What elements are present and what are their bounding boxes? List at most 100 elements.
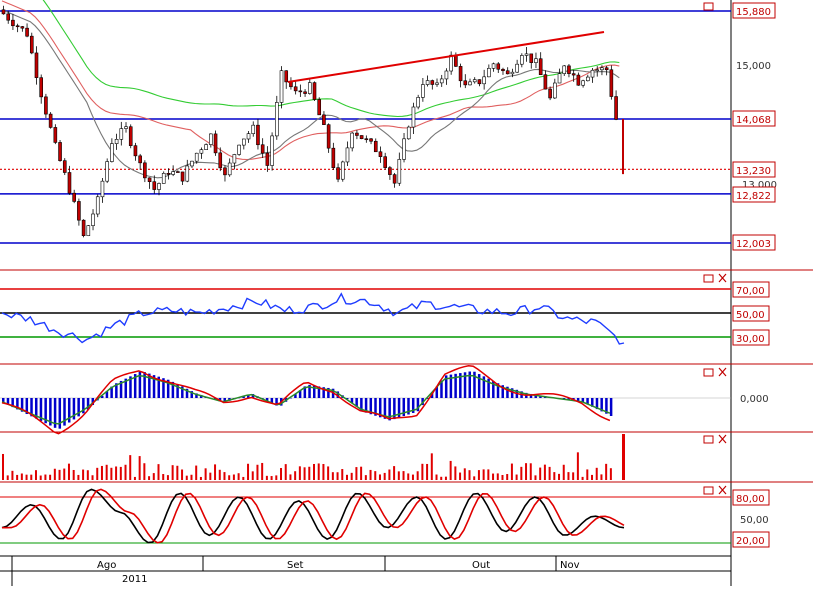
volume-bar (322, 463, 325, 480)
volume-bar (280, 468, 283, 480)
candle-body (392, 174, 397, 184)
rsi-label-box (732, 281, 770, 298)
candle-body (293, 86, 298, 92)
macd-bar (355, 398, 358, 407)
candle-body (110, 143, 114, 162)
macd-signal-line[interactable] (1, 374, 611, 425)
macd-bar (58, 398, 62, 429)
volume-bar (402, 471, 405, 480)
volume-bar (435, 474, 438, 480)
candle-body (124, 126, 128, 129)
volume-bar (82, 469, 85, 480)
macd-bar (91, 398, 95, 406)
macd-bar (124, 378, 128, 398)
candle-body (138, 155, 142, 164)
candle-body (86, 225, 91, 237)
macd-bar (298, 390, 302, 398)
candle-body (15, 25, 20, 28)
macd-bar (576, 398, 580, 402)
macd-bar (586, 398, 589, 405)
stochastic-d-line[interactable] (2, 488, 625, 544)
rsi-label-70: 70,00 (736, 286, 765, 297)
macd-bar (223, 398, 226, 403)
volume-bar (176, 465, 179, 480)
rsi-panel (0, 288, 731, 345)
candle-body (496, 63, 501, 70)
candle-body (350, 132, 354, 149)
macd-bar (77, 398, 80, 417)
trend-line[interactable] (287, 31, 605, 83)
volume-bar (576, 452, 579, 480)
macd-bar (435, 386, 439, 398)
candle-body (166, 173, 171, 175)
candle-body (227, 162, 232, 176)
volume-bar (44, 474, 47, 480)
candle-body (58, 142, 62, 161)
volume-bar (591, 474, 594, 480)
volume-bar (411, 474, 414, 480)
stoch-label-box (732, 531, 770, 548)
macd-bar (247, 394, 250, 398)
volume-bar (369, 469, 372, 480)
rsi-line[interactable] (1, 292, 625, 345)
candle-body (567, 65, 571, 74)
volume-bar (473, 476, 476, 480)
candle-body (44, 96, 48, 115)
candle-body (256, 124, 260, 146)
volume-bar (251, 471, 254, 480)
close-icon (718, 434, 727, 444)
rsi-label-box (732, 305, 770, 322)
volume-bar (374, 471, 377, 480)
macd-bar (294, 394, 297, 398)
volume-bar (444, 476, 447, 480)
volume-bar (256, 464, 259, 480)
macd-bar (67, 398, 71, 423)
candle-body (586, 76, 590, 82)
macd-bar (327, 387, 330, 398)
macd-bar (487, 378, 490, 398)
macd-bar (110, 386, 113, 398)
volume-bar (34, 470, 37, 480)
macd-bar (378, 398, 382, 418)
candle-body (307, 82, 312, 94)
volume-bar-last (622, 434, 625, 480)
macd-bar (303, 386, 307, 398)
volume-bar (430, 453, 433, 480)
candle-body (67, 172, 72, 194)
stochastic-k-line[interactable] (1, 488, 625, 544)
volume-bar (39, 475, 42, 480)
volume-bar (16, 474, 19, 480)
candle-body (529, 53, 534, 63)
candle-body (260, 144, 265, 154)
volume-bar (393, 466, 396, 480)
ma-green-line (42, 0, 620, 118)
volume-bar (190, 474, 193, 480)
stochastic-panel (0, 488, 731, 544)
price-label-box (732, 186, 776, 203)
price-label-13230: 13,230 (736, 166, 771, 177)
macd-bar (16, 398, 19, 410)
volume-bar (449, 460, 452, 480)
price-label-12003: 12,003 (736, 239, 771, 250)
volume-bar (468, 470, 471, 480)
macd-bar (275, 398, 278, 406)
macd-bar (416, 398, 420, 412)
macd-bar (30, 398, 33, 417)
candle-body (491, 63, 496, 69)
candle-body (223, 167, 227, 176)
volume-bar (232, 474, 235, 480)
close-icon (718, 367, 727, 377)
candle-body (251, 124, 256, 134)
candle-body (454, 54, 458, 67)
candle-body (449, 54, 453, 72)
macd-bar (345, 398, 349, 400)
candle-body (62, 160, 67, 173)
macd-line[interactable] (1, 365, 611, 435)
volume-bar (520, 466, 523, 480)
macd-histogram (2, 371, 613, 429)
volume-bar (581, 476, 584, 480)
volume-bar (558, 473, 561, 480)
macd-bar (86, 398, 90, 410)
